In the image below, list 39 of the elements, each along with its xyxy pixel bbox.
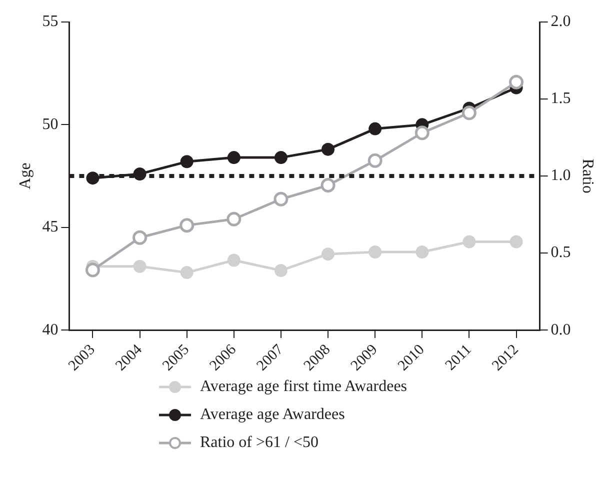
legend-label: Average age first time Awardees: [200, 378, 408, 396]
point: [274, 192, 288, 206]
point: [133, 260, 146, 273]
point: [180, 218, 194, 233]
y-tick-label: 40: [42, 321, 58, 338]
legend-label: Average age Awardees: [200, 406, 345, 424]
y2-tick-label: 2.0: [550, 13, 571, 30]
point: [509, 74, 524, 90]
point: [227, 151, 240, 164]
point: [85, 262, 100, 278]
point: [462, 106, 476, 120]
x-tick-label: 2011: [442, 342, 475, 374]
point: [132, 230, 148, 245]
point: [320, 178, 336, 193]
point: [462, 235, 476, 248]
y-tick-label: 50: [42, 116, 58, 133]
y2-tick-label: 1.0: [550, 167, 571, 184]
point: [274, 264, 288, 277]
y-tick-label: 55: [42, 13, 58, 30]
y2-tick-label: 1.5: [550, 90, 571, 108]
point: [322, 248, 335, 261]
point: [180, 155, 194, 168]
point: [368, 122, 382, 136]
point: [226, 212, 242, 226]
point: [322, 142, 335, 156]
point: [274, 151, 288, 164]
point: [180, 266, 194, 280]
y2-tick-label: 0.5: [550, 244, 571, 262]
point: [368, 246, 382, 259]
point: [510, 235, 523, 248]
y-axis-title: Age: [16, 162, 34, 190]
point: [227, 254, 240, 267]
legend-label: Ratio of >61 / <50: [200, 434, 318, 452]
y-tick-label: 45: [42, 218, 58, 236]
point: [416, 246, 429, 259]
y2-tick-label: 0.0: [550, 321, 571, 338]
point: [368, 153, 382, 168]
y2-axis-title: Ratio: [579, 158, 596, 194]
point: [414, 126, 430, 140]
